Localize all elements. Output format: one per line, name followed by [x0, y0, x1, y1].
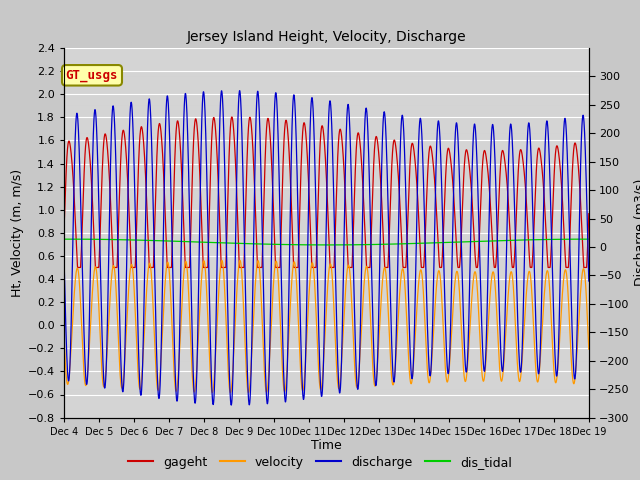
Legend: gageht, velocity, discharge, dis_tidal: gageht, velocity, discharge, dis_tidal: [123, 451, 517, 474]
Text: GT_usgs: GT_usgs: [66, 69, 118, 82]
Y-axis label: Discharge (m3/s): Discharge (m3/s): [634, 179, 640, 287]
Y-axis label: Ht, Velocity (m, m/s): Ht, Velocity (m, m/s): [11, 169, 24, 297]
X-axis label: Time: Time: [311, 439, 342, 453]
Title: Jersey Island Height, Velocity, Discharge: Jersey Island Height, Velocity, Discharg…: [187, 30, 466, 44]
